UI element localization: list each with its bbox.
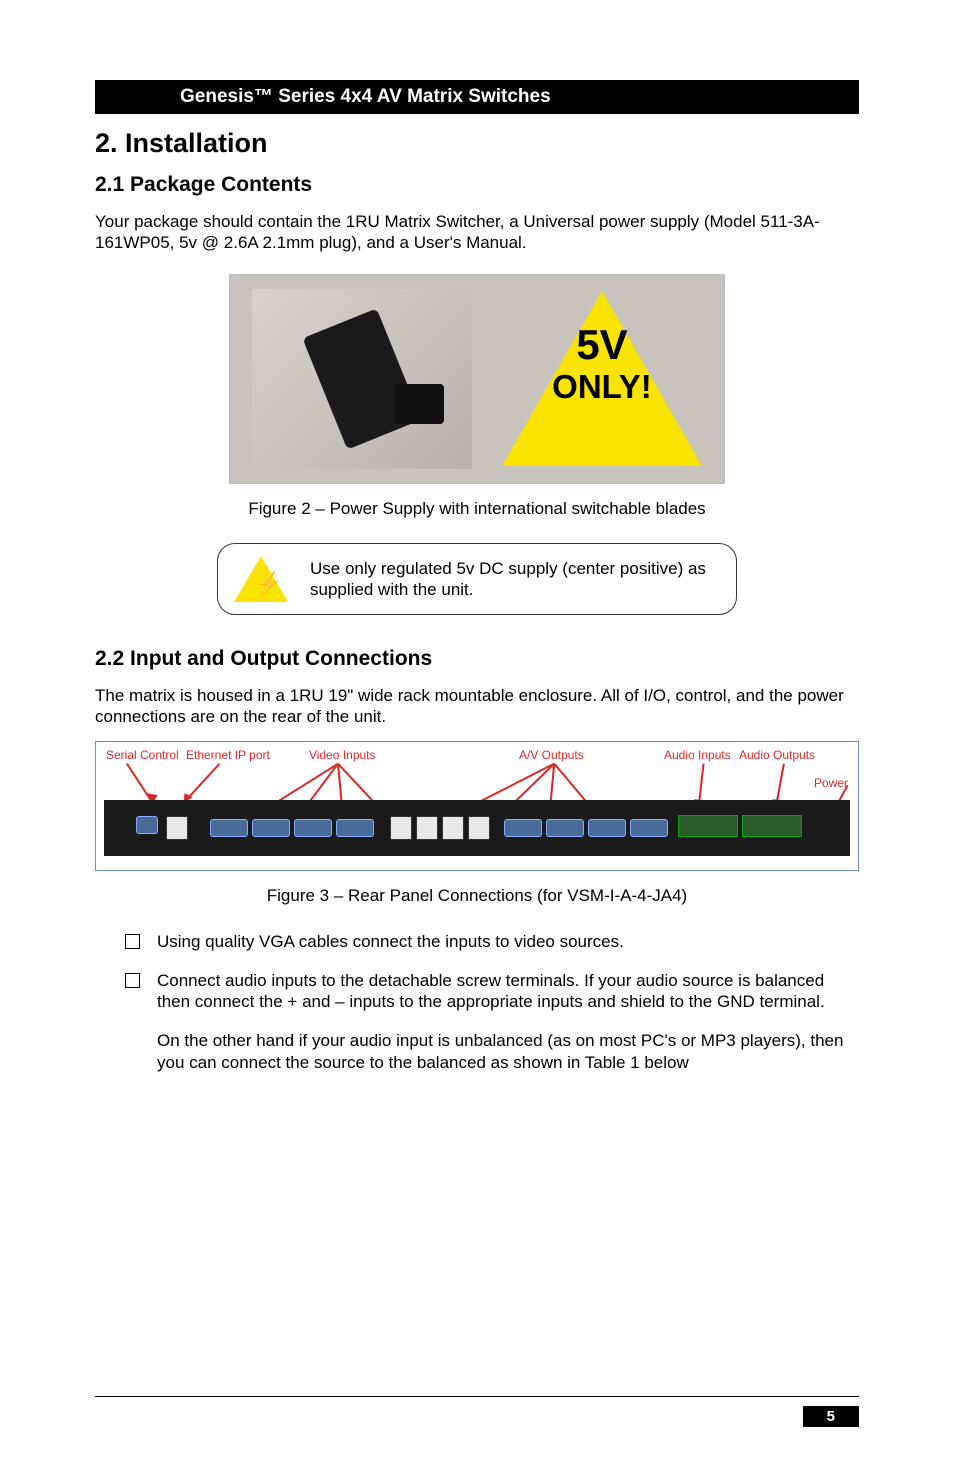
doc-header-title: Genesis™ Series 4x4 AV Matrix Switches bbox=[180, 86, 551, 107]
caution-box-container: ⚡ Use only regulated 5v DC supply (cente… bbox=[95, 543, 859, 615]
vga-output-port bbox=[504, 819, 542, 837]
figure-3-container: Serial Control Ethernet IP port Video In… bbox=[95, 741, 859, 871]
list-item: Connect audio inputs to the detachable s… bbox=[125, 970, 859, 1013]
psu-body bbox=[302, 308, 421, 449]
av-output-port bbox=[390, 816, 412, 840]
package-contents-text: Your package should contain the 1RU Matr… bbox=[95, 211, 859, 254]
triangle-text: 5V ONLY! bbox=[540, 326, 664, 403]
figure-2-image: 5V ONLY! bbox=[229, 274, 725, 484]
label-av-out: A/V Outputs bbox=[519, 748, 584, 762]
install-bullet-list: Using quality VGA cables connect the inp… bbox=[125, 931, 859, 1013]
label-audio-in: Audio Inputs bbox=[664, 748, 731, 762]
ethernet-port bbox=[166, 816, 188, 840]
subsection-io-connections: 2.2 Input and Output Connections bbox=[95, 647, 859, 671]
audio-input-terminal bbox=[678, 815, 738, 837]
triangle-line2: ONLY! bbox=[552, 368, 652, 405]
label-power: Power bbox=[814, 776, 848, 790]
rear-panel-labels: Serial Control Ethernet IP port Video In… bbox=[104, 748, 850, 766]
power-supply-photo bbox=[252, 289, 472, 469]
subsection-package-contents: 2.1 Package Contents bbox=[95, 173, 859, 197]
vga-output-port bbox=[546, 819, 584, 837]
vga-input-port bbox=[336, 819, 374, 837]
psu-plug bbox=[394, 384, 444, 424]
label-serial: Serial Control bbox=[106, 748, 179, 762]
vga-output-port bbox=[630, 819, 668, 837]
figure-3-caption: Figure 3 – Rear Panel Connections (for V… bbox=[95, 885, 859, 906]
audio-output-terminal bbox=[742, 815, 802, 837]
footer-rule bbox=[95, 1396, 859, 1397]
av-output-port bbox=[468, 816, 490, 840]
vga-input-port bbox=[294, 819, 332, 837]
lightning-icon: ⚡ bbox=[254, 570, 283, 597]
triangle-shape: 5V ONLY! bbox=[502, 291, 702, 466]
page-number: 5 bbox=[803, 1406, 859, 1427]
label-audio-out: Audio Outputs bbox=[739, 748, 815, 762]
io-connections-text: The matrix is housed in a 1RU 19" wide r… bbox=[95, 685, 859, 728]
unbalanced-audio-note: On the other hand if your audio input is… bbox=[157, 1030, 859, 1073]
doc-header-bar: Genesis™ Series 4x4 AV Matrix Switches bbox=[95, 80, 859, 114]
av-output-port bbox=[442, 816, 464, 840]
caution-icon: ⚡ bbox=[234, 556, 288, 602]
section-title-installation: 2. Installation bbox=[95, 128, 859, 159]
figure-2-container: 5V ONLY! bbox=[95, 274, 859, 484]
av-output-port bbox=[416, 816, 438, 840]
triangle-line1: 5V bbox=[576, 321, 627, 368]
serial-port bbox=[136, 816, 158, 834]
label-ethernet: Ethernet IP port bbox=[186, 748, 270, 762]
vga-input-port bbox=[252, 819, 290, 837]
figure-2-caption: Figure 2 – Power Supply with internation… bbox=[95, 498, 859, 519]
list-item: Using quality VGA cables connect the inp… bbox=[125, 931, 859, 952]
label-video-in: Video Inputs bbox=[309, 748, 376, 762]
vga-input-port bbox=[210, 819, 248, 837]
vga-output-port bbox=[588, 819, 626, 837]
caution-text: Use only regulated 5v DC supply (center … bbox=[310, 558, 710, 601]
caution-box: ⚡ Use only regulated 5v DC supply (cente… bbox=[217, 543, 737, 615]
rear-panel-strip bbox=[104, 800, 850, 856]
warning-triangle-5v: 5V ONLY! bbox=[502, 291, 702, 466]
